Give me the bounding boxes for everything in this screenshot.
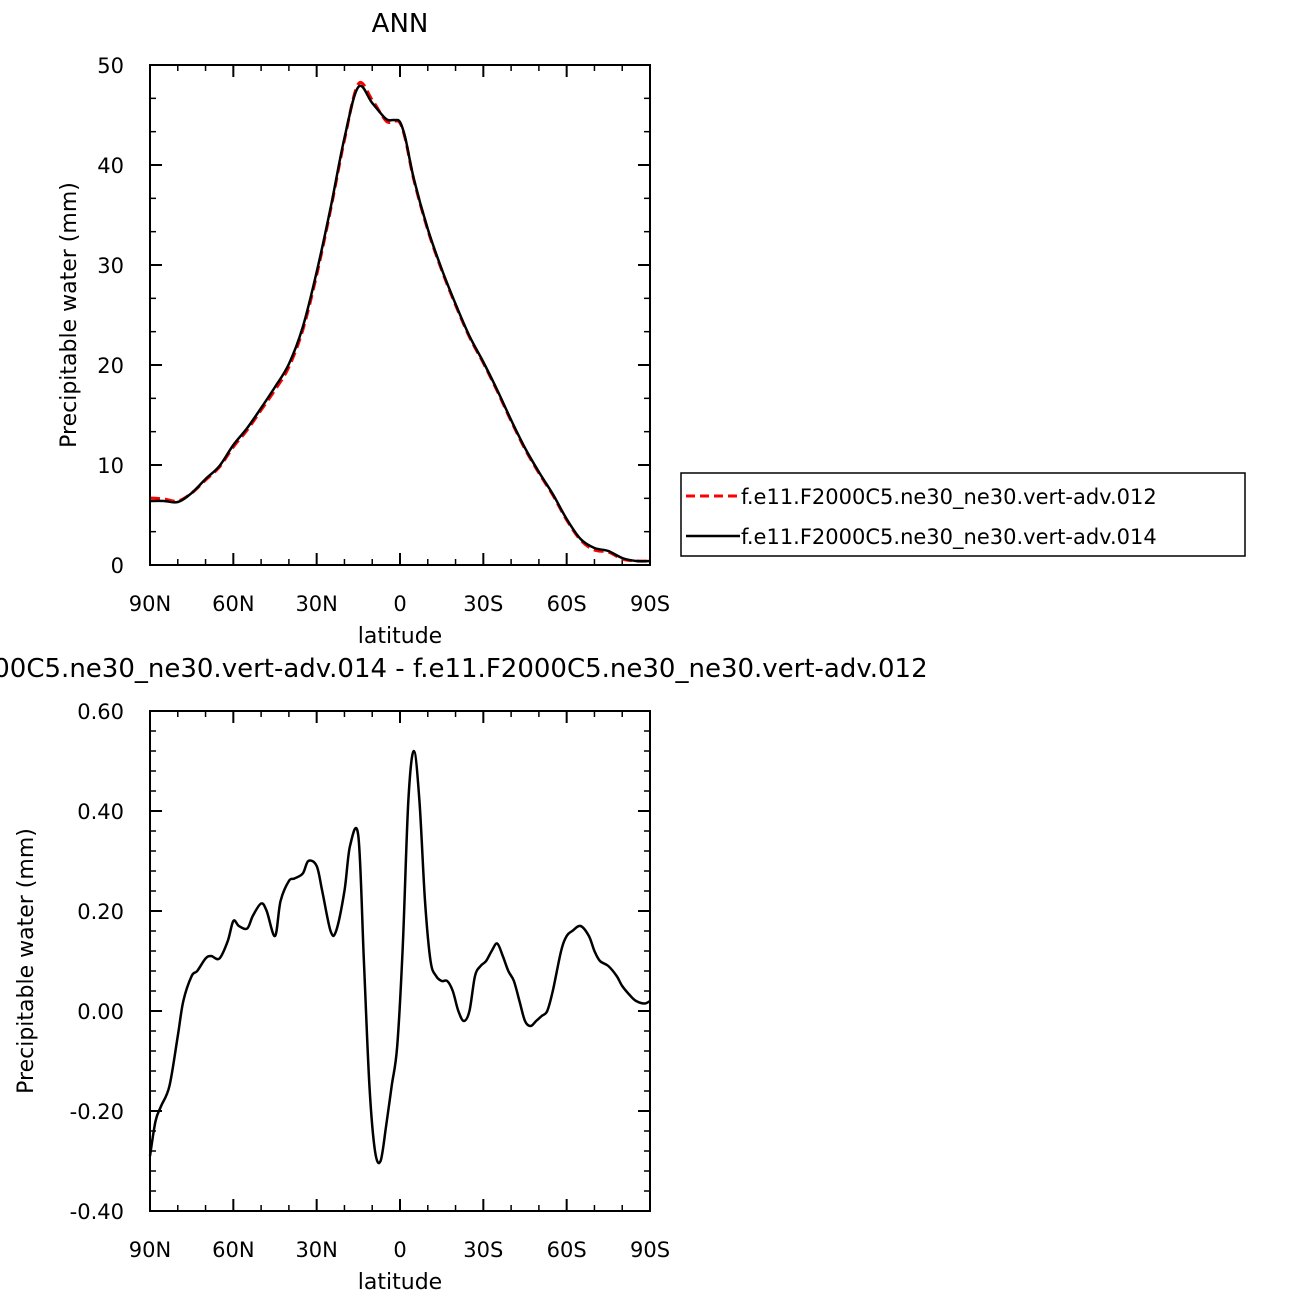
bottom-xtick-label: 60S [547, 1238, 587, 1262]
legend-box [680, 472, 1246, 557]
top-chart-title: ANN [372, 9, 429, 39]
top-ytick-label: 0 [111, 554, 124, 578]
top-xtick-label: 60S [547, 592, 587, 616]
top-ytick-label: 50 [97, 54, 124, 78]
top-ytick-label: 10 [97, 454, 124, 478]
bottom-series-line-0 [148, 749, 651, 1165]
bottom-tick-labels: 90N 60N 30N 0 30S 60S 90S -0.40 -0.20 0.00 0.20 0.4… [70, 700, 670, 1262]
top-ytick-label: 40 [97, 154, 124, 178]
top-series-line-0 [149, 81, 651, 563]
top-xtick-label: 90N [129, 592, 171, 616]
bottom-ytick-label: 0.60 [77, 700, 124, 724]
bottom-ticks [149, 710, 651, 1212]
bottom-xtick-label: 90S [630, 1238, 670, 1262]
bottom-series [148, 749, 651, 1165]
legend: f.e11.F2000C5.ne30_ne30.vert-adv.012 f.e… [680, 472, 1246, 557]
top-y-axis-label: Precipitable water (mm) [57, 182, 82, 448]
bottom-y-axis-label: Precipitable water (mm) [14, 828, 39, 1094]
bottom-xtick-label: 0 [393, 1238, 406, 1262]
top-xtick-label: 30N [295, 592, 337, 616]
top-xtick-label: 90S [630, 592, 670, 616]
bottom-ytick-label: 0.20 [77, 900, 124, 924]
top-xtick-label: 60N [212, 592, 254, 616]
bottom-plot-frame [149, 710, 651, 1212]
bottom-x-axis-label: latitude [358, 1270, 442, 1295]
bottom-xtick-label: 60N [212, 1238, 254, 1262]
bottom-chart-title: f.e11.F2000C5.ne30_ne30.vert-adv.014 - f… [0, 654, 928, 684]
bottom-ytick-label: 0.00 [77, 1000, 124, 1024]
top-series [149, 81, 651, 563]
top-panel: ANN 90N 60N 30N 0 30S 60S 90S 0 10 20 30 40 50 latit… [57, 9, 1246, 649]
bottom-ytick-label: -0.40 [70, 1200, 124, 1224]
bottom-xtick-label: 90N [129, 1238, 171, 1262]
top-x-axis-label: latitude [358, 624, 442, 649]
top-ticks [149, 64, 651, 566]
legend-label-014: f.e11.F2000C5.ne30_ne30.vert-adv.014 [741, 525, 1157, 550]
top-tick-labels: 90N 60N 30N 0 30S 60S 90S 0 10 20 30 40 50 [97, 54, 670, 616]
bottom-xtick-label: 30S [463, 1238, 503, 1262]
top-xtick-label: 0 [393, 592, 406, 616]
bottom-panel: f.e11.F2000C5.ne30_ne30.vert-adv.014 - f… [0, 654, 928, 1295]
legend-label-012: f.e11.F2000C5.ne30_ne30.vert-adv.012 [741, 485, 1157, 510]
top-ytick-label: 20 [97, 354, 124, 378]
top-xtick-label: 30S [463, 592, 503, 616]
top-ytick-label: 30 [97, 254, 124, 278]
top-series-line-1 [149, 84, 651, 563]
bottom-ytick-label: 0.40 [77, 800, 124, 824]
bottom-xtick-label: 30N [295, 1238, 337, 1262]
top-plot-frame [149, 64, 651, 566]
bottom-ytick-label: -0.20 [70, 1100, 124, 1124]
